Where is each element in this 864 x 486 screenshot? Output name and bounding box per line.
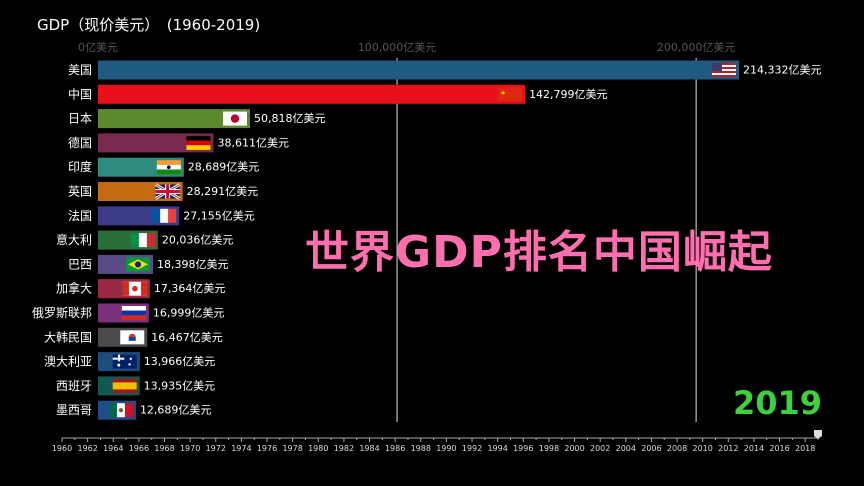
overlay-caption: 世界GDP排名中国崛起 [305, 227, 773, 278]
category-label: 意大利 [56, 232, 92, 247]
category-label: 英国 [68, 185, 92, 199]
value-label: 20,036亿美元 [162, 234, 234, 247]
bar [98, 84, 526, 104]
category-label: 德国 [68, 135, 92, 150]
timeline-tick-label: 2010 [692, 444, 712, 453]
value-label: 38,611亿美元 [217, 136, 289, 149]
timeline-tick-label: 2008 [667, 444, 687, 453]
bar [98, 109, 250, 129]
timeline-tick-label: 1974 [231, 444, 251, 453]
timeline-tick-label: 2004 [616, 444, 636, 453]
timeline-tick-label: 2006 [641, 444, 661, 453]
timeline-tick-label: 1998 [539, 444, 559, 453]
timeline-tick-label: 2012 [718, 444, 738, 453]
category-label: 美国 [68, 63, 92, 77]
value-label: 28,291亿美元 [187, 185, 259, 198]
flag-us-icon [712, 63, 736, 77]
bar [98, 133, 214, 153]
chart-title: GDP（现价美元） (1960-2019) [37, 16, 261, 34]
timeline-tick-label: 1988 [411, 444, 431, 453]
value-label: 18,398亿美元 [157, 258, 229, 271]
timeline-tick-label: 2014 [744, 444, 764, 453]
flag-jp-icon [222, 111, 247, 126]
value-label: 12,689亿美元 [140, 404, 212, 417]
timeline-tick-label: 1976 [257, 444, 277, 453]
x-tick-label: 0亿美元 [78, 41, 118, 54]
value-label: 27,155亿美元 [183, 209, 255, 222]
category-label: 巴西 [68, 257, 92, 271]
timeline-tick-label: 2002 [590, 444, 610, 453]
timeline-tick-label: 1996 [513, 444, 533, 453]
value-label: 28,689亿美元 [188, 161, 260, 174]
category-label: 日本 [68, 112, 92, 126]
timeline-tick-label: 1966 [129, 444, 149, 453]
flag-it-icon [130, 233, 155, 248]
timeline-tick-label: 1970 [180, 444, 200, 453]
x-tick-label: 100,000亿美元 [358, 41, 437, 54]
timeline-tick-label: 1968 [154, 444, 174, 453]
year-label: 2019 [732, 384, 822, 422]
timeline-tick-label: 1984 [359, 444, 379, 453]
flag-ru-icon [121, 306, 146, 320]
timeline-tick-label: 1982 [334, 444, 354, 453]
timeline-tick-label: 1978 [282, 444, 302, 453]
flag-fr-icon [152, 208, 177, 223]
flag-es-icon [112, 378, 137, 393]
category-label: 印度 [68, 159, 92, 174]
category-label: 澳大利亚 [44, 355, 92, 369]
timeline-tick-label: 1980 [308, 444, 328, 453]
value-label: 17,364亿美元 [154, 282, 226, 295]
flag-mx-icon [108, 403, 133, 418]
timeline-tick-label: 1960 [52, 444, 72, 453]
timeline-tick-label: 2000 [564, 444, 584, 453]
timeline-tick-label: 2016 [769, 444, 789, 453]
flag-cn-icon [498, 87, 523, 102]
category-label: 大韩民国 [44, 329, 92, 344]
flag-kr-icon [120, 330, 145, 345]
value-label: 13,935亿美元 [144, 379, 216, 392]
flag-br-icon [126, 257, 151, 272]
flag-de-icon [186, 135, 211, 150]
timeline-tick-label: 1964 [103, 444, 123, 453]
timeline-tick-label: 1994 [487, 444, 507, 453]
flag-in-icon [156, 160, 181, 175]
timeline-tick-label: 1992 [462, 444, 482, 453]
bar [98, 60, 739, 80]
timeline-handle [814, 430, 822, 439]
timeline-tick-label: 1962 [77, 444, 97, 453]
category-label: 加拿大 [56, 281, 92, 296]
category-label: 中国 [68, 86, 92, 101]
category-label: 法国 [68, 209, 92, 223]
timeline-tick-label: 2018 [795, 444, 815, 453]
x-tick-label: 200,000亿美元 [657, 41, 736, 54]
value-label: 214,332亿美元 [743, 64, 822, 77]
category-label: 墨西哥 [56, 403, 92, 417]
value-label: 16,467亿美元 [151, 331, 223, 344]
timeline-tick-label: 1986 [385, 444, 405, 453]
value-label: 13,966亿美元 [144, 355, 216, 368]
value-label: 50,818亿美元 [254, 112, 326, 125]
category-label: 西班牙 [56, 379, 92, 393]
value-label: 142,799亿美元 [529, 88, 608, 101]
flag-ca-icon [122, 281, 147, 296]
timeline-tick-label: 1990 [436, 444, 456, 453]
flag-gb-icon [154, 183, 181, 200]
value-label: 16,999亿美元 [153, 307, 225, 320]
category-label: 俄罗斯联邦 [32, 306, 92, 320]
timeline-tick-label: 1972 [206, 444, 226, 453]
flag-au-icon [112, 354, 137, 369]
